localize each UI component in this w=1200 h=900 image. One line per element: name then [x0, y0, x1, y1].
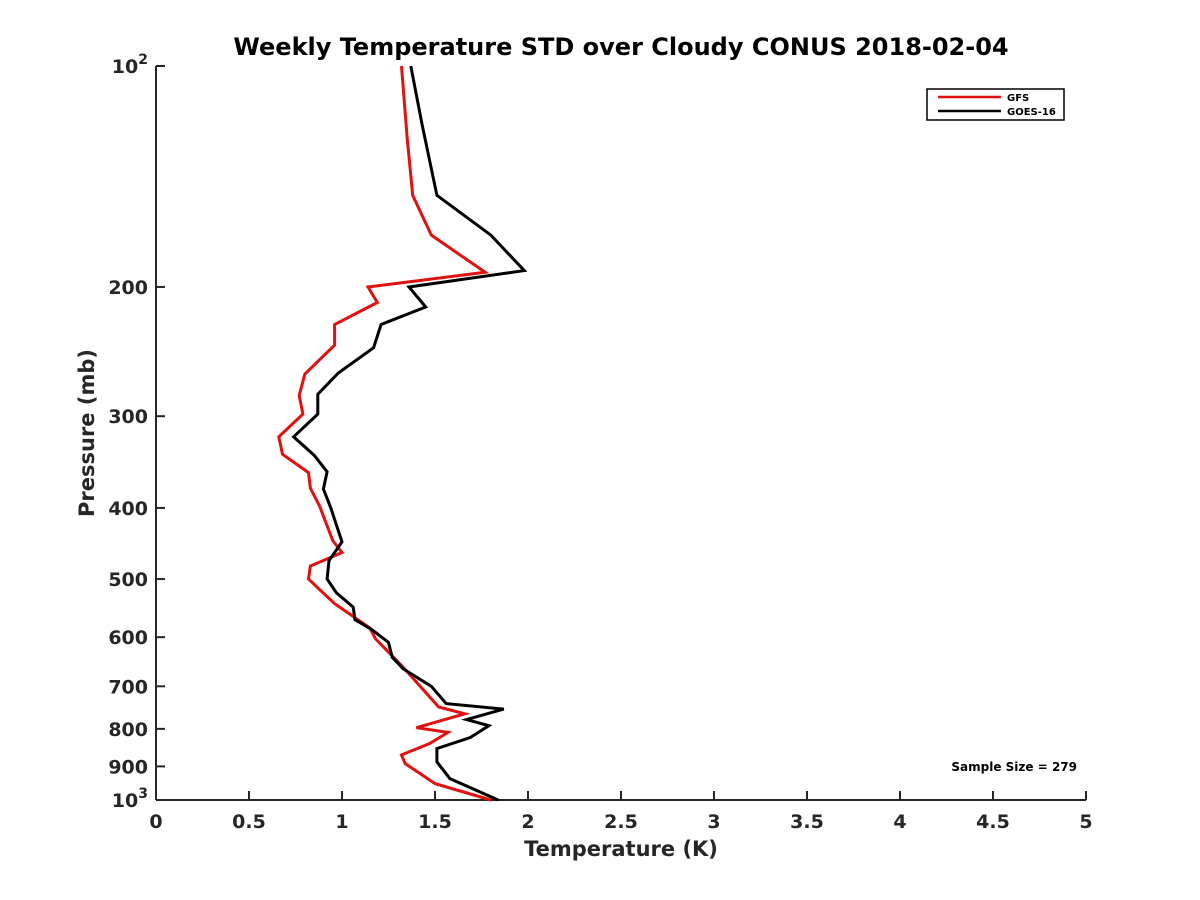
x-tick-label: 0.5 [232, 811, 266, 833]
legend-label-goes16: GOES-16 [1007, 107, 1056, 118]
x-tick-label: 0 [149, 811, 162, 833]
y-tick-label: 103 [112, 786, 148, 812]
plot-area: 0 0.5 1 1.5 2 2.5 3 3.5 4 4.5 5 102 200 300 400 500 600… [108, 52, 1092, 833]
legend-label-gfs: GFS [1007, 93, 1029, 104]
series-line-goes16 [291, 65, 528, 802]
legend-box [926, 88, 1065, 121]
sample-size-annotation: Sample Size = 279 [951, 760, 1077, 774]
x-tick-label: 4 [893, 811, 906, 833]
y-tick-label: 900 [108, 756, 148, 778]
y-axis-label: Pressure (mb) [75, 349, 99, 517]
y-tick-label: 300 [108, 406, 148, 428]
y-tick-label: 600 [108, 627, 148, 649]
legend: GFS GOES-16 [926, 88, 1065, 121]
chart-title: Weekly Temperature STD over Cloudy CONUS… [233, 33, 1008, 61]
series-line-gfs [277, 65, 492, 802]
y-tick-label: 200 [108, 277, 148, 299]
x-tick-label: 3.5 [790, 811, 824, 833]
x-tick-label: 1 [335, 811, 348, 833]
x-tick-label: 5 [1079, 811, 1092, 833]
x-tick-label: 2 [521, 811, 534, 833]
y-tick-label: 700 [108, 676, 148, 698]
y-axis-ticks: 102 200 300 400 500 600 700 800 900 103 [108, 52, 165, 812]
x-tick-label: 1.5 [418, 811, 452, 833]
x-axis-ticks: 0 0.5 1 1.5 2 2.5 3 3.5 4 4.5 5 [149, 791, 1093, 833]
y-tick-label: 800 [108, 719, 148, 741]
y-tick-label: 400 [108, 498, 148, 520]
series-group [277, 65, 528, 802]
x-tick-label: 3 [707, 811, 720, 833]
x-tick-label: 2.5 [604, 811, 638, 833]
x-axis-label: Temperature (K) [524, 837, 718, 861]
y-tick-label: 500 [108, 569, 148, 591]
x-tick-label: 4.5 [976, 811, 1010, 833]
y-tick-label: 102 [112, 52, 148, 78]
